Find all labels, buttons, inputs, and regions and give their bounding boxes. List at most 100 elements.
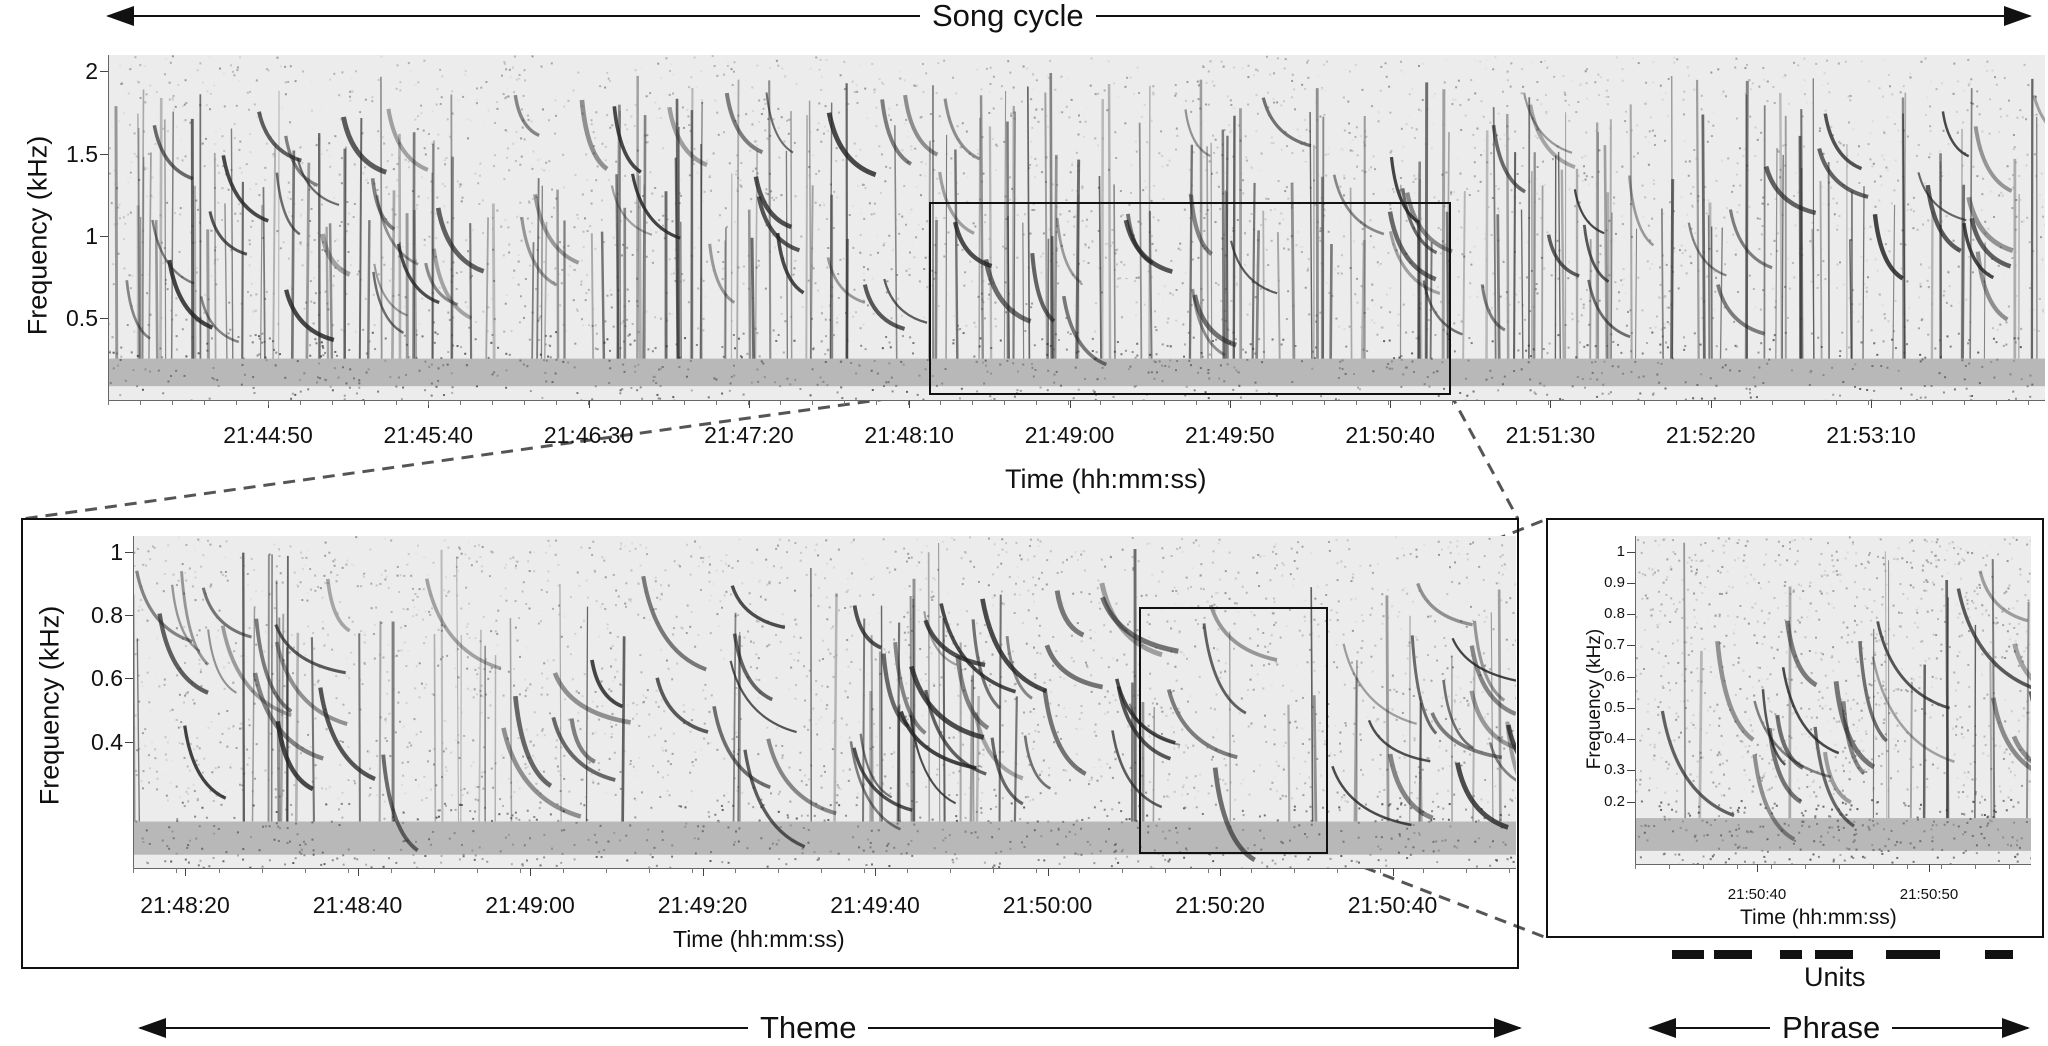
- x-minor-tick: [1975, 864, 1976, 869]
- x-minor-tick: [1466, 868, 1467, 873]
- x-minor-tick: [692, 868, 693, 873]
- x-minor-tick: [1260, 400, 1261, 405]
- unit-bar: [1714, 950, 1752, 959]
- x-minor-tick: [1132, 400, 1133, 405]
- x-minor-tick: [1004, 400, 1005, 405]
- y-tick-label: 0.3: [1585, 761, 1625, 778]
- x-tick-label: 21:44:50: [223, 422, 313, 449]
- x-minor-tick: [556, 400, 557, 405]
- x-tick: [703, 868, 704, 876]
- unit-bar: [1780, 950, 1802, 959]
- x-minor-tick: [1772, 400, 1773, 405]
- phrase-heatmap: [1635, 536, 2031, 864]
- theme-xlabel: Time (hh:mm:ss): [673, 926, 845, 953]
- phrase-label: Phrase: [1770, 1010, 1892, 1046]
- y-tick: [1627, 677, 1635, 678]
- x-minor-tick: [1356, 400, 1357, 405]
- y-tick: [1627, 770, 1635, 771]
- x-minor-tick: [1294, 868, 1295, 873]
- x-minor-tick: [1251, 868, 1252, 873]
- x-minor-tick: [972, 400, 973, 405]
- x-minor-tick: [520, 868, 521, 873]
- x-tick: [1220, 868, 1221, 876]
- x-minor-tick: [1900, 400, 1901, 405]
- unit-bar: [1886, 950, 1940, 959]
- x-minor-tick: [1509, 868, 1510, 873]
- x-tick-label: 21:50:20: [1175, 892, 1265, 919]
- x-minor-tick: [778, 868, 779, 873]
- x-tick-label: 21:49:20: [658, 892, 748, 919]
- y-tick: [1627, 552, 1635, 553]
- y-tick: [1627, 614, 1635, 615]
- x-tick-label: 21:53:10: [1826, 422, 1916, 449]
- x-minor-tick: [1208, 868, 1209, 873]
- x-tick-label: 21:50:40: [1345, 422, 1435, 449]
- x-minor-tick: [133, 868, 134, 873]
- x-minor-tick: [1708, 400, 1709, 405]
- y-tick: [125, 615, 133, 616]
- y-tick: [1627, 739, 1635, 740]
- x-tick-label: 21:50:40: [1728, 886, 1786, 903]
- x-minor-tick: [1907, 864, 1908, 869]
- x-tick-label: 21:49:40: [830, 892, 920, 919]
- x-minor-tick: [396, 400, 397, 405]
- x-minor-tick: [1932, 400, 1933, 405]
- song-cycle-label: Song cycle: [920, 0, 1096, 34]
- y-tick-label: 1: [38, 223, 98, 250]
- x-minor-tick: [812, 400, 813, 405]
- x-tick: [530, 868, 531, 876]
- x-tick-label: 21:48:20: [140, 892, 230, 919]
- unit-bar: [1985, 950, 2013, 959]
- x-tick: [1550, 400, 1551, 408]
- x-minor-tick: [236, 400, 237, 405]
- x-minor-tick: [652, 400, 653, 405]
- x-minor-tick: [950, 868, 951, 873]
- x-minor-tick: [821, 868, 822, 873]
- x-tick: [1871, 400, 1872, 408]
- x-tick-label: 21:47:20: [704, 422, 794, 449]
- y-tick-label: 0.9: [1585, 574, 1625, 591]
- x-minor-tick: [1036, 400, 1037, 405]
- x-minor-tick: [1644, 400, 1645, 405]
- y-axis-line: [108, 55, 109, 400]
- x-tick-label: 21:46:30: [544, 422, 634, 449]
- y-tick-label: 0.5: [38, 305, 98, 332]
- y-tick-label: 0.7: [1585, 636, 1625, 653]
- y-axis-line: [133, 536, 134, 868]
- x-minor-tick: [748, 400, 749, 405]
- y-tick-label: 0.6: [63, 665, 123, 692]
- top-zoom-box: [929, 202, 1451, 395]
- phrase-xlabel: Time (hh:mm:ss): [1740, 906, 1897, 930]
- x-minor-tick: [1228, 400, 1229, 405]
- y-tick: [1627, 583, 1635, 584]
- x-minor-tick: [1388, 400, 1389, 405]
- x-minor-tick: [1836, 400, 1837, 405]
- x-minor-tick: [1941, 864, 1942, 869]
- x-minor-tick: [1122, 868, 1123, 873]
- x-tick: [875, 868, 876, 876]
- x-minor-tick: [332, 400, 333, 405]
- x-minor-tick: [1484, 400, 1485, 405]
- x-minor-tick: [876, 400, 877, 405]
- x-minor-tick: [940, 400, 941, 405]
- x-minor-tick: [1452, 400, 1453, 405]
- theme-ylabel: Frequency (kHz): [35, 596, 66, 816]
- x-minor-tick: [1804, 400, 1805, 405]
- x-axis-line: [1635, 864, 2031, 865]
- y-tick: [100, 318, 108, 319]
- x-tick-label: 21:48:10: [864, 422, 954, 449]
- y-tick: [1627, 802, 1635, 803]
- x-minor-tick: [1100, 400, 1101, 405]
- x-tick: [1393, 868, 1394, 876]
- theme-label: Theme: [748, 1010, 868, 1046]
- x-minor-tick: [2009, 864, 2010, 869]
- x-minor-tick: [2028, 400, 2029, 405]
- x-minor-tick: [1196, 400, 1197, 405]
- x-minor-tick: [348, 868, 349, 873]
- x-minor-tick: [172, 400, 173, 405]
- phrase-spectrogram: [1635, 536, 2031, 864]
- x-minor-tick: [460, 400, 461, 405]
- x-minor-tick: [391, 868, 392, 873]
- x-minor-tick: [364, 400, 365, 405]
- x-minor-tick: [716, 400, 717, 405]
